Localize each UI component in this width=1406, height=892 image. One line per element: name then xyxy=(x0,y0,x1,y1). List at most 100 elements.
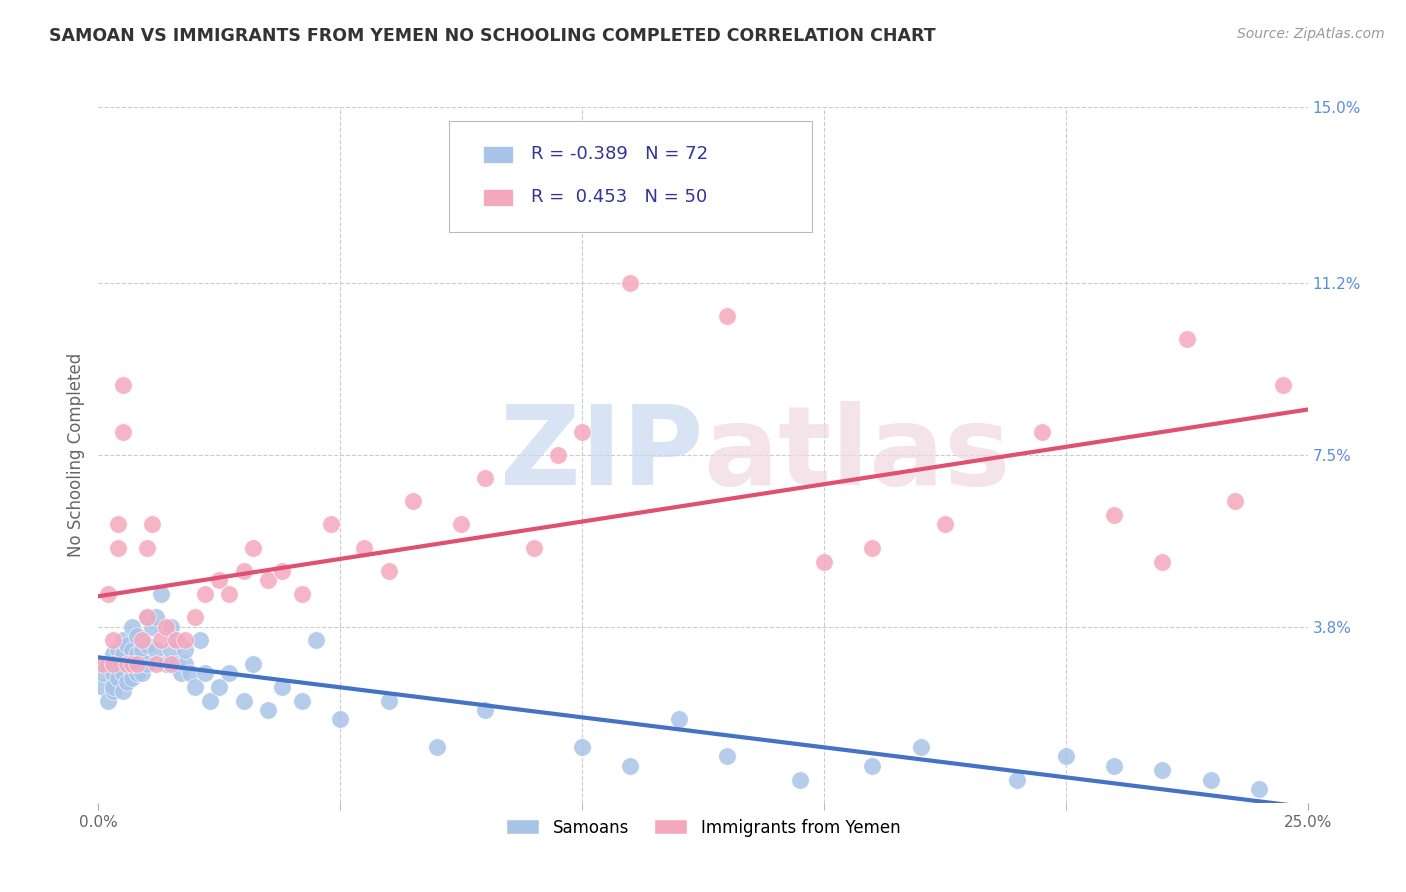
Point xyxy=(1152,764,1174,778)
Point xyxy=(165,657,187,671)
Point xyxy=(271,564,294,578)
Point xyxy=(97,587,120,601)
Point xyxy=(402,494,425,508)
Point xyxy=(934,517,956,532)
Point xyxy=(141,619,163,633)
Point xyxy=(353,541,375,555)
Point xyxy=(474,703,496,717)
FancyBboxPatch shape xyxy=(482,189,513,206)
Point xyxy=(242,541,264,555)
Point xyxy=(1007,772,1029,787)
Point xyxy=(1249,781,1271,796)
Point xyxy=(107,657,129,671)
Point xyxy=(111,378,134,392)
Point xyxy=(91,657,114,671)
Point xyxy=(131,642,153,657)
Point xyxy=(165,633,187,648)
Point xyxy=(789,772,811,787)
Y-axis label: No Schooling Completed: No Schooling Completed xyxy=(66,353,84,557)
Point xyxy=(145,642,167,657)
Point xyxy=(121,657,143,671)
Point xyxy=(426,740,449,755)
Point xyxy=(127,629,149,643)
Point xyxy=(184,680,207,694)
Text: atlas: atlas xyxy=(703,401,1011,508)
Point xyxy=(1031,425,1053,439)
Point xyxy=(117,638,139,652)
Point xyxy=(571,740,593,755)
Point xyxy=(716,309,738,323)
Point xyxy=(668,712,690,726)
Text: SAMOAN VS IMMIGRANTS FROM YEMEN NO SCHOOLING COMPLETED CORRELATION CHART: SAMOAN VS IMMIGRANTS FROM YEMEN NO SCHOO… xyxy=(49,27,936,45)
Point xyxy=(1223,494,1246,508)
Point xyxy=(165,633,187,648)
Point xyxy=(319,517,342,532)
Point xyxy=(194,665,217,680)
Point xyxy=(97,657,120,671)
Point xyxy=(474,471,496,485)
Point xyxy=(127,648,149,662)
Point xyxy=(111,684,134,698)
Point xyxy=(111,633,134,648)
Point xyxy=(131,665,153,680)
Point xyxy=(127,657,149,671)
Point xyxy=(1272,378,1295,392)
Point xyxy=(107,642,129,657)
Point xyxy=(155,619,177,633)
Point xyxy=(111,665,134,680)
Point xyxy=(619,277,641,291)
Point xyxy=(1199,772,1222,787)
Point xyxy=(121,671,143,685)
Point xyxy=(860,541,883,555)
Point xyxy=(169,665,191,680)
Point xyxy=(107,541,129,555)
Point xyxy=(218,665,240,680)
Point xyxy=(135,541,157,555)
Point xyxy=(174,633,197,648)
Point xyxy=(290,694,312,708)
FancyBboxPatch shape xyxy=(449,121,811,232)
Text: R =  0.453   N = 50: R = 0.453 N = 50 xyxy=(531,188,707,206)
Point xyxy=(117,657,139,671)
Point xyxy=(290,587,312,601)
Point xyxy=(135,638,157,652)
Point xyxy=(155,657,177,671)
Point xyxy=(174,642,197,657)
Point xyxy=(377,694,399,708)
Point xyxy=(1175,332,1198,346)
Point xyxy=(121,657,143,671)
Point xyxy=(1152,555,1174,569)
Text: Source: ZipAtlas.com: Source: ZipAtlas.com xyxy=(1237,27,1385,41)
Point xyxy=(131,633,153,648)
Point xyxy=(101,684,124,698)
Point xyxy=(135,610,157,624)
Point xyxy=(860,758,883,772)
Point xyxy=(101,665,124,680)
Text: R = -0.389   N = 72: R = -0.389 N = 72 xyxy=(531,145,709,163)
Point xyxy=(145,657,167,671)
Point xyxy=(716,749,738,764)
Point xyxy=(107,671,129,685)
Point xyxy=(188,633,211,648)
Point xyxy=(135,610,157,624)
Point xyxy=(813,555,835,569)
Point xyxy=(107,517,129,532)
Point xyxy=(1102,758,1125,772)
Point xyxy=(174,657,197,671)
Point xyxy=(117,657,139,671)
Point xyxy=(256,573,278,587)
Point xyxy=(127,665,149,680)
Point xyxy=(208,573,231,587)
Point xyxy=(121,619,143,633)
Legend: Samoans, Immigrants from Yemen: Samoans, Immigrants from Yemen xyxy=(499,812,907,843)
Point xyxy=(198,694,221,708)
Point xyxy=(101,648,124,662)
Point xyxy=(547,448,569,462)
Point xyxy=(160,619,183,633)
Point xyxy=(179,665,201,680)
Point xyxy=(111,425,134,439)
Point xyxy=(218,587,240,601)
Point xyxy=(160,657,183,671)
Point xyxy=(135,657,157,671)
Point xyxy=(117,675,139,690)
